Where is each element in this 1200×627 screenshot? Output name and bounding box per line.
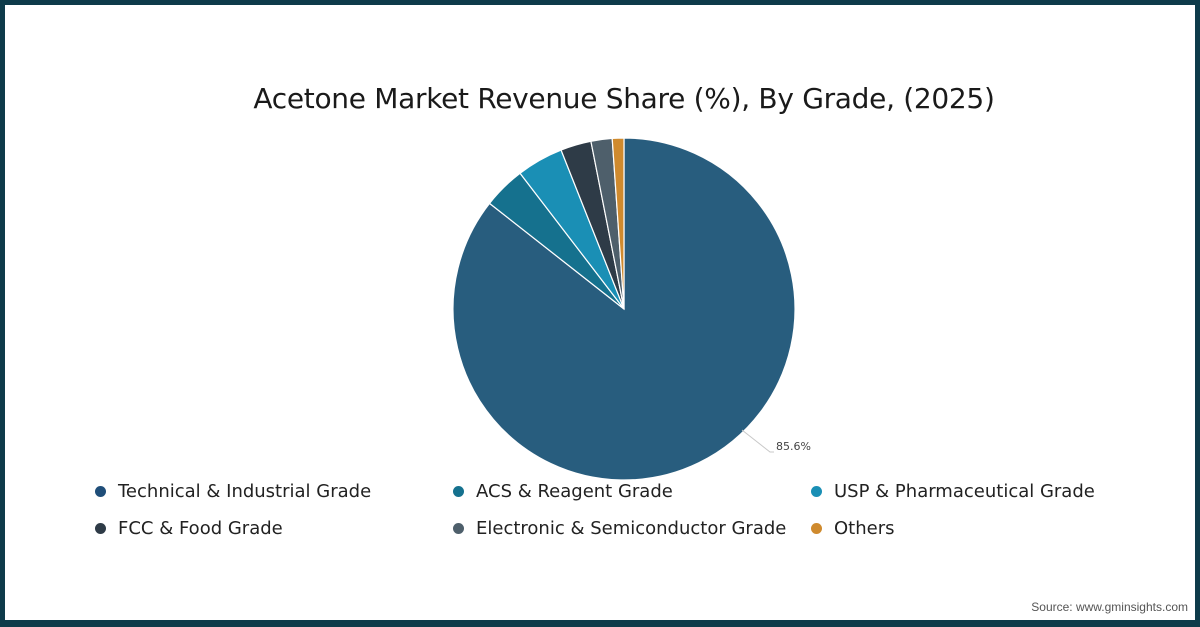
legend-dot-icon bbox=[453, 522, 464, 534]
legend-label: Technical & Industrial Grade bbox=[118, 480, 372, 502]
pie-slice-others[interactable] bbox=[611, 137, 625, 310]
legend-item-acs[interactable]: ACS & Reagent Grade bbox=[453, 478, 811, 504]
legend-dot-icon bbox=[453, 485, 464, 497]
legend-item-fcc[interactable]: FCC & Food Grade bbox=[95, 515, 453, 541]
legend-item-electronic[interactable]: Electronic & Semiconductor Grade bbox=[453, 515, 811, 541]
legend-dot-icon bbox=[95, 522, 106, 534]
data-label-leader-line bbox=[741, 429, 774, 453]
legend-item-technical[interactable]: Technical & Industrial Grade bbox=[95, 478, 453, 504]
legend-label: FCC & Food Grade bbox=[118, 517, 283, 539]
legend-label: USP & Pharmaceutical Grade bbox=[834, 480, 1095, 502]
legend-item-others[interactable]: Others bbox=[811, 515, 1151, 541]
legend-dot-icon bbox=[811, 522, 822, 534]
legend-item-usp[interactable]: USP & Pharmaceutical Grade bbox=[811, 478, 1151, 504]
legend-dot-icon bbox=[811, 485, 822, 497]
legend-dot-icon bbox=[95, 485, 106, 497]
legend-label: Others bbox=[834, 517, 895, 539]
legend: Technical & Industrial Grade ACS & Reage… bbox=[95, 478, 1155, 541]
chart-title: Acetone Market Revenue Share (%), By Gra… bbox=[253, 82, 995, 115]
legend-label: ACS & Reagent Grade bbox=[476, 480, 673, 502]
data-label-technical: 85.6% bbox=[776, 440, 811, 453]
legend-label: Electronic & Semiconductor Grade bbox=[476, 517, 787, 539]
pie-slices bbox=[452, 137, 796, 481]
source-credit: Source: www.gminsights.com bbox=[1031, 600, 1188, 614]
